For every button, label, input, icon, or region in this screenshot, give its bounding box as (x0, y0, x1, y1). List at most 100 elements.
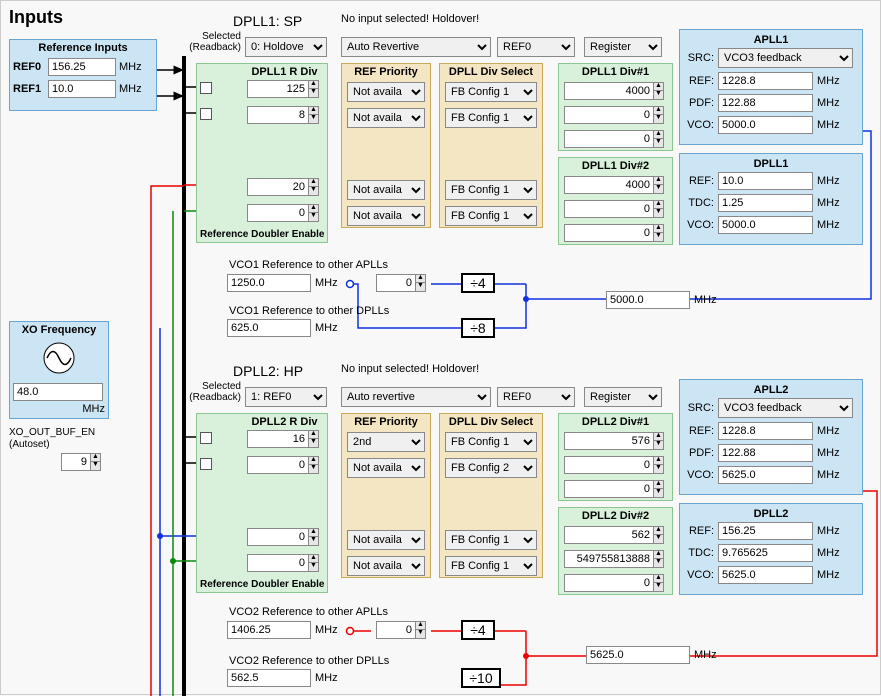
dpll1-rdiv-v3[interactable] (247, 178, 309, 196)
vco1-a-val[interactable] (227, 274, 311, 292)
sp[interactable]: ▲▼ (308, 106, 319, 124)
dpll1-reg[interactable]: Register (584, 37, 662, 57)
dpll1-vco-v[interactable] (718, 216, 813, 234)
dpll2-div1-v3[interactable] (564, 480, 654, 498)
dpll1-rdiv-v2[interactable] (247, 106, 309, 124)
ref0-input[interactable] (48, 58, 116, 76)
dpll1-refprio-2[interactable]: Not availa (347, 108, 425, 128)
dpll1-divsel-4[interactable]: FB Config 1 (445, 206, 537, 226)
dpll1-divsel-1[interactable]: FB Config 1 (445, 82, 537, 102)
dpll2-chk1[interactable] (200, 432, 212, 444)
dpll1-divsel-2[interactable]: FB Config 1 (445, 108, 537, 128)
vco2-out[interactable] (586, 646, 690, 664)
lbl-pdf: PDF: (684, 97, 714, 109)
dpll1-div1-v1[interactable] (564, 82, 654, 100)
ref1-input[interactable] (48, 80, 116, 98)
vco1-a-div: ÷4 (461, 273, 495, 293)
vco2-d-val[interactable] (227, 669, 311, 687)
apll1-vco[interactable] (718, 116, 813, 134)
dpll2-rdiv-v4[interactable] (247, 554, 309, 572)
dpll1-mode[interactable]: Auto Revertive (341, 37, 491, 57)
dpll2-rdiv-v1[interactable] (247, 430, 309, 448)
dpll1-rdiv-v4[interactable] (247, 204, 309, 222)
dpll2-divsel-1[interactable]: FB Config 1 (445, 432, 537, 452)
sp[interactable]: ▲▼ (308, 178, 319, 196)
dpll2-div2-v1[interactable] (564, 526, 654, 544)
dpll2-ref-v[interactable] (718, 522, 813, 540)
dpll2-mode[interactable]: Auto revertive (341, 387, 491, 407)
xo-buf-input[interactable] (61, 453, 91, 471)
dpll1-div2-v3[interactable] (564, 224, 654, 242)
dpll2-rdiv-v3[interactable] (247, 528, 309, 546)
vco1-d-val[interactable] (227, 319, 311, 337)
apll2-ref[interactable] (718, 422, 813, 440)
lbl-ref: REF: (684, 525, 714, 537)
u: MHz (817, 525, 840, 537)
dpll1-selected[interactable]: 0: Holdove (245, 37, 327, 57)
vco1-out[interactable] (606, 291, 690, 309)
apll1-src[interactable]: VCO3 feedback (718, 48, 853, 68)
dpll2-reg[interactable]: Register (584, 387, 662, 407)
dpll2-chk2[interactable] (200, 458, 212, 470)
u: MHz (817, 119, 840, 131)
u: MHz (817, 197, 840, 209)
vco2-d-unit: MHz (315, 672, 338, 684)
dpll2-refprio-3[interactable]: Not availa (347, 530, 425, 550)
vco2-a-val[interactable] (227, 621, 311, 639)
dpll1-refprio-4[interactable]: Not availa (347, 206, 425, 226)
dpll2-refprio-4[interactable]: Not availa (347, 556, 425, 576)
dpll2-div2-panel: DPLL2 Div#2 ▲▼ ▲▼ ▲▼ (558, 507, 673, 595)
dpll1-divsel-3[interactable]: FB Config 1 (445, 180, 537, 200)
apll1-pdf[interactable] (718, 94, 813, 112)
dpll1-chk2[interactable] (200, 108, 212, 120)
dpll2-rdiv-v2[interactable] (247, 456, 309, 474)
dpll1-divsel-panel: DPLL Div Select FB Config 1 FB Config 1 … (439, 63, 543, 228)
dpll2-selected[interactable]: 1: REF0 (245, 387, 327, 407)
dpll2-ref[interactable]: REF0 (497, 387, 575, 407)
vco1-a-unit: MHz (315, 277, 338, 289)
u: MHz (817, 75, 840, 87)
dpll1-tdc-v[interactable] (718, 194, 813, 212)
dpll2-refprio-1[interactable]: 2nd (347, 432, 425, 452)
vco1-aplls-label: VCO1 Reference to other APLLs (229, 259, 388, 271)
dpll1-ref-v[interactable] (718, 172, 813, 190)
dpll1-div1-v3[interactable] (564, 130, 654, 148)
xo-buf-spinner[interactable]: ▲▼ (90, 453, 101, 471)
dpll2-divsel-3[interactable]: FB Config 1 (445, 530, 537, 550)
apll2-pdf[interactable] (718, 444, 813, 462)
dpll2-tdc-v[interactable] (718, 544, 813, 562)
ref1-unit: MHz (119, 83, 142, 95)
dpll2-div1-v1[interactable] (564, 432, 654, 450)
dpll2-heading: DPLL2: HP (233, 363, 303, 379)
vco1-a-sp[interactable] (376, 274, 416, 292)
dpll2-divsel-4[interactable]: FB Config 1 (445, 556, 537, 576)
dpll1-div1-v2[interactable] (564, 106, 654, 124)
apll1-ref[interactable] (718, 72, 813, 90)
apll2-src[interactable]: VCO3 feedback (718, 398, 853, 418)
lbl-ref: REF: (684, 75, 714, 87)
dpll2-div1-v2[interactable] (564, 456, 654, 474)
dpll2-divsel-2[interactable]: FB Config 2 (445, 458, 537, 478)
dpll1-ref[interactable]: REF0 (497, 37, 575, 57)
dpll1-div2-title: DPLL1 Div#2 (559, 158, 672, 174)
xo-input[interactable] (13, 383, 103, 401)
dpll1-refprio-3[interactable]: Not availa (347, 180, 425, 200)
dpll2-vco-v[interactable] (718, 566, 813, 584)
dpll2-div2-v3[interactable] (564, 574, 654, 592)
dpll1-rdiv-v1[interactable] (247, 80, 309, 98)
sp[interactable]: ▲▼ (308, 204, 319, 222)
dpll2-refprio-2[interactable]: Not availa (347, 458, 425, 478)
dpll2-div2-v2[interactable] (564, 550, 654, 568)
dpll1-heading: DPLL1: SP (233, 13, 302, 29)
dpll2-refprio-title: REF Priority (342, 414, 430, 430)
apll2-vco[interactable] (718, 466, 813, 484)
apll2-title: APLL2 (684, 382, 858, 398)
dpll1-refprio-1[interactable]: Not availa (347, 82, 425, 102)
dpll1-panel: DPLL1 REF:MHz TDC:MHz VCO:MHz (679, 153, 863, 245)
dpll1-div2-v2[interactable] (564, 200, 654, 218)
sp[interactable]: ▲▼ (308, 80, 319, 98)
dpll1-div2-v1[interactable] (564, 176, 654, 194)
ref-inputs-title: Reference Inputs (10, 40, 156, 56)
vco2-a-sp[interactable] (376, 621, 416, 639)
dpll1-chk1[interactable] (200, 82, 212, 94)
